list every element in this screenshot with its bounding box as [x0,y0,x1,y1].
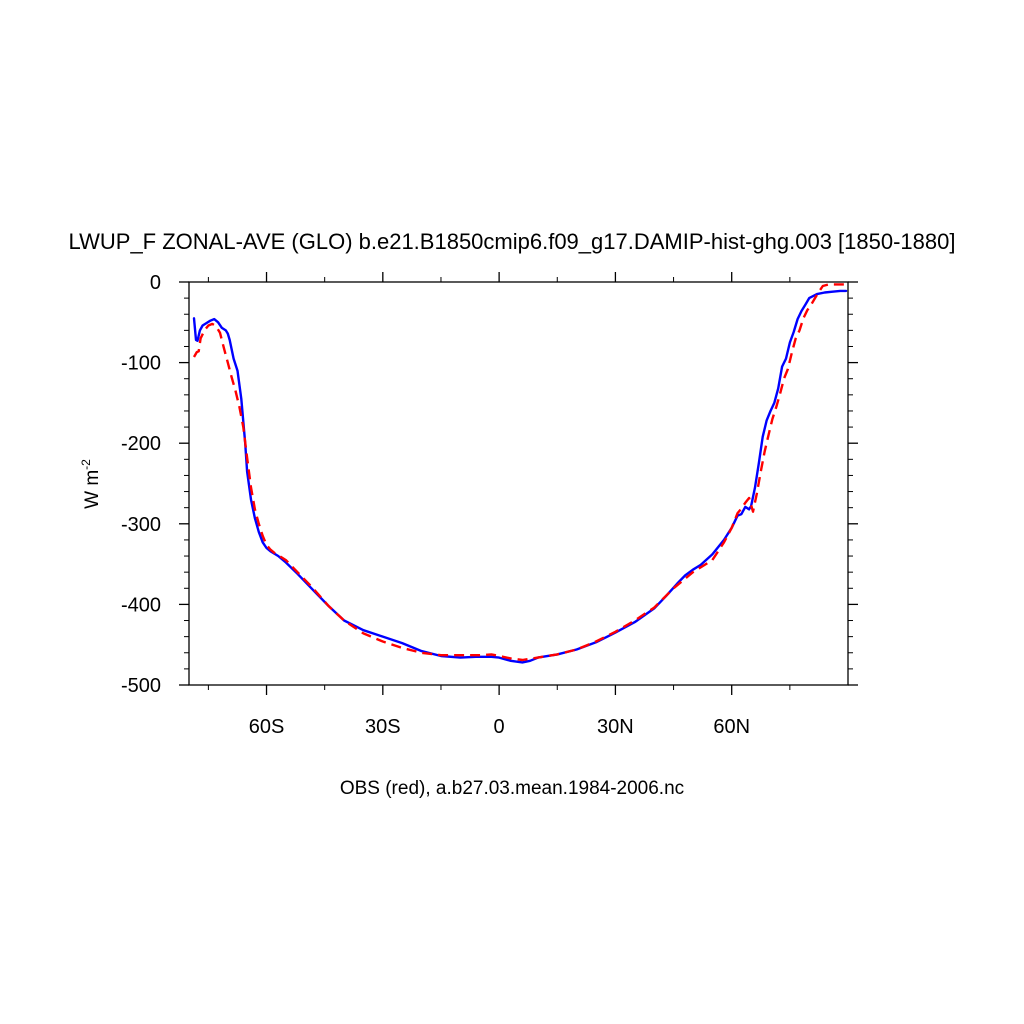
x-tick-label: 60N [713,716,750,738]
major-ticks [179,272,858,695]
plot-area [179,272,858,695]
y-tick-label: -100 [121,353,161,375]
chart-title: LWUP_F ZONAL-AVE (GLO) b.e21.B1850cmip6.… [69,229,956,254]
y-tick-label: -400 [121,594,161,616]
y-axis-label: W m-2 [79,459,103,509]
y-axis-label-exponent: -2 [79,459,93,470]
x-tick-label: 60S [249,716,285,738]
x-tick-label: 30S [365,716,401,738]
model-series-line [192,289,848,664]
plot-frame [188,281,849,686]
minor-ticks [184,277,853,690]
x-tick-labels: 60S 30S 0 30N 60N [249,716,750,738]
x-tick-label: 30N [597,716,634,738]
y-tick-labels: 0 -100 -200 -300 -400 -500 [121,272,161,697]
y-tick-label: -500 [121,675,161,697]
y-tick-label: 0 [150,272,161,294]
series-group [192,283,848,664]
obs-series-line [192,283,847,662]
x-axis-caption: OBS (red), a.b27.03.mean.1984-2006.nc [340,778,684,799]
y-tick-label: -200 [121,433,161,455]
y-axis-label-units: W m [82,470,103,509]
y-tick-label: -300 [121,514,161,536]
x-tick-label: 0 [494,716,505,738]
